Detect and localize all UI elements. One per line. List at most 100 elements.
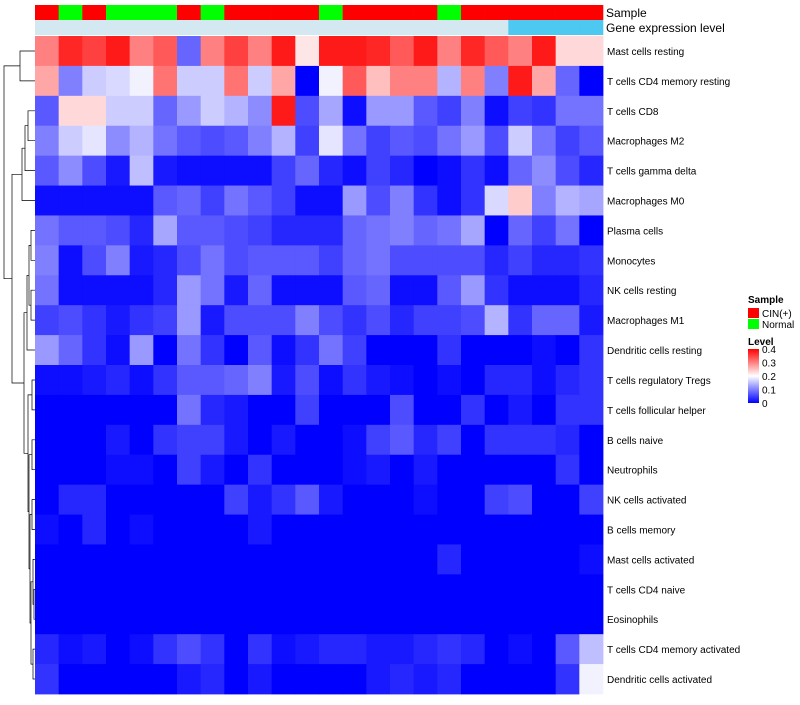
heatmap-cell xyxy=(484,36,509,67)
heatmap-cell xyxy=(342,634,367,665)
heatmap-cell xyxy=(437,394,462,426)
heatmap-cell xyxy=(200,484,225,515)
heatmap-cell xyxy=(555,275,580,306)
heatmap-cell xyxy=(579,245,604,276)
heatmap-cell xyxy=(508,65,533,97)
heatmap-cell xyxy=(579,454,604,486)
heatmap-cell xyxy=(366,65,391,97)
heatmap-cell xyxy=(366,36,391,67)
heatmap-cell xyxy=(342,604,367,635)
heatmap-cell xyxy=(58,514,83,545)
heatmap-cell xyxy=(106,365,131,396)
heatmap-cell xyxy=(413,65,438,97)
heatmap-cell xyxy=(153,245,178,276)
heatmap-cell xyxy=(177,215,202,246)
heatmap-cell xyxy=(319,365,344,396)
heatmap-cell xyxy=(532,514,557,545)
heatmap-cell xyxy=(555,634,580,665)
heatmap-cell xyxy=(532,424,557,456)
heatmap-cell xyxy=(413,365,438,396)
heatmap-cell xyxy=(129,664,154,695)
heatmap-cell xyxy=(342,394,367,426)
heatmap-cell xyxy=(366,365,391,396)
heatmap-cell xyxy=(366,424,391,456)
heatmap-cell xyxy=(532,305,557,336)
heatmap-cell xyxy=(366,484,391,515)
dendrogram-branch xyxy=(30,289,35,321)
heatmap-cell xyxy=(366,275,391,306)
row-label: NK cells activated xyxy=(607,496,686,507)
heatmap-cell xyxy=(532,634,557,665)
annotation-bar-expression xyxy=(35,20,604,35)
heatmap-cell xyxy=(319,604,344,635)
heatmap-cell xyxy=(224,335,249,366)
heatmap-cell xyxy=(153,454,178,486)
heatmap-cell xyxy=(579,305,604,336)
heatmap-cell xyxy=(413,185,438,216)
heatmap-cell xyxy=(248,544,273,575)
annotation-cell xyxy=(177,20,201,35)
row-label: Neutrophils xyxy=(607,466,658,477)
heatmap-cell xyxy=(366,305,391,336)
heatmap-cell xyxy=(555,394,580,426)
heatmap-cell xyxy=(271,275,296,306)
heatmap-cell xyxy=(437,65,462,97)
heatmap-cell xyxy=(390,544,415,575)
heatmap-cell xyxy=(153,125,178,157)
heatmap-cell xyxy=(271,484,296,515)
heatmap-cell xyxy=(461,514,486,545)
heatmap-cell xyxy=(177,604,202,635)
heatmap-cell xyxy=(390,245,415,276)
heatmap-cell xyxy=(129,305,154,336)
heatmap-cell xyxy=(248,484,273,515)
annotation-cell xyxy=(153,20,178,35)
heatmap-cell xyxy=(508,424,533,456)
heatmap-cell xyxy=(437,634,462,665)
heatmap-cell xyxy=(82,484,107,515)
heatmap-cell xyxy=(35,335,60,366)
heatmap-cell xyxy=(579,215,604,246)
row-label: T cells CD4 naive xyxy=(607,585,686,596)
heatmap-cell xyxy=(413,634,438,665)
heatmap-cell xyxy=(484,215,509,246)
heatmap-cell xyxy=(200,185,225,216)
legend-level-tick: 0 xyxy=(762,399,768,410)
heatmap-cell xyxy=(555,574,580,605)
heatmap-cell xyxy=(532,215,557,246)
heatmap-cell xyxy=(129,514,154,545)
heatmap-cell xyxy=(58,275,83,306)
annotation-cell xyxy=(295,5,320,20)
heatmap-cell xyxy=(413,664,438,695)
heatmap-cell xyxy=(366,335,391,366)
heatmap-cell xyxy=(177,155,202,186)
heatmap-cell xyxy=(390,424,415,456)
heatmap-cell xyxy=(319,394,344,426)
heatmap-cell xyxy=(153,275,178,306)
heatmap-cell xyxy=(82,215,107,246)
annotation-cell xyxy=(106,5,130,20)
heatmap-cell xyxy=(508,215,533,246)
heatmap-cell xyxy=(579,125,604,157)
annotation-cell xyxy=(366,5,391,20)
heatmap-cell xyxy=(437,245,462,276)
heatmap-cell xyxy=(413,454,438,486)
heatmap-cell xyxy=(413,424,438,456)
heatmap-cell xyxy=(366,454,391,486)
heatmap-cell xyxy=(106,215,131,246)
heatmap-cell xyxy=(342,484,367,515)
heatmap-cell xyxy=(177,305,202,336)
heatmap-cell xyxy=(319,484,344,515)
heatmap-cell xyxy=(271,245,296,276)
heatmap-cell xyxy=(129,215,154,246)
heatmap-cell xyxy=(555,544,580,575)
heatmap-cell xyxy=(295,365,320,396)
annotation-cell xyxy=(390,5,414,20)
heatmap-cell xyxy=(366,185,391,216)
heatmap-cell xyxy=(35,544,60,575)
heatmap-cell xyxy=(271,454,296,486)
heatmap-cell xyxy=(153,514,178,545)
row-label: T cells regulatory Tregs xyxy=(607,376,711,387)
heatmap-cell xyxy=(153,65,178,97)
row-dendrogram xyxy=(3,50,35,680)
heatmap-cell xyxy=(177,65,202,97)
